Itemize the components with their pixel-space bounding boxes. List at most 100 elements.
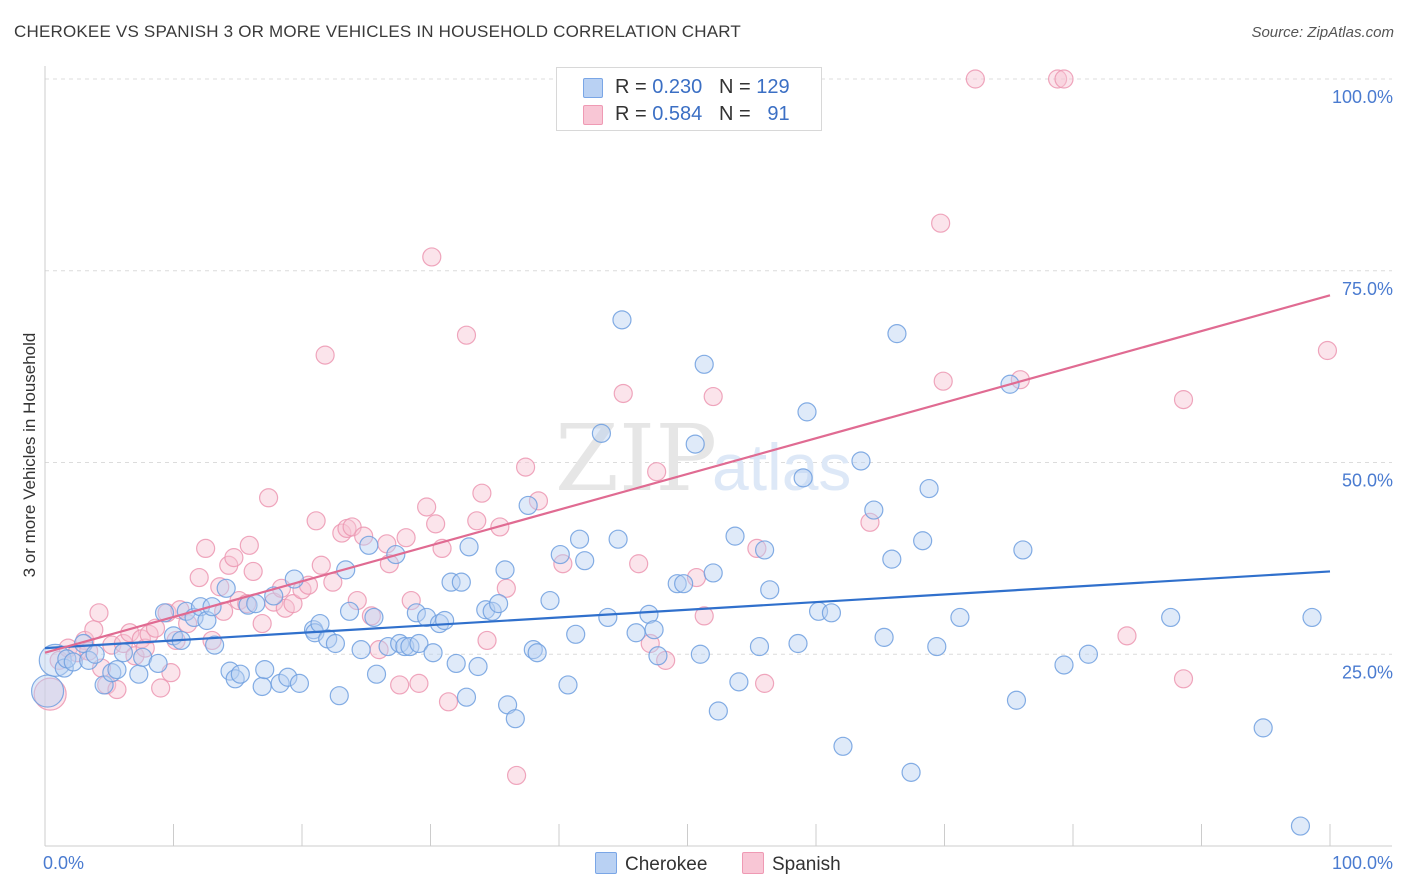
cherokee-point (703, 563, 723, 583)
spanish-point (315, 345, 335, 365)
cherokee-point (1290, 816, 1311, 836)
spanish-point (1117, 626, 1137, 646)
cherokee-point (1078, 644, 1099, 664)
tick-labels: 25.0% 50.0% 75.0% 100.0% 0.0% 100.0% (43, 87, 1393, 873)
cherokee-point (85, 644, 105, 664)
cherokee-point (30, 674, 65, 708)
cherokee-point (864, 500, 884, 520)
cherokee-point (505, 709, 525, 729)
cherokee-point (495, 560, 515, 580)
cherokee-point (1253, 718, 1273, 738)
cherokee-point (927, 636, 947, 657)
cherokee-point (729, 672, 749, 692)
cherokee-point (639, 604, 659, 624)
cherokee-point (788, 633, 808, 654)
cherokee-point (129, 664, 149, 684)
spanish-point (311, 555, 331, 575)
spanish-point (306, 511, 326, 531)
spanish-point (196, 538, 216, 559)
legend-r-label: R = (615, 76, 647, 98)
spanish-swatch (742, 852, 764, 874)
cherokee-point (725, 526, 745, 546)
cherokee-point (378, 636, 398, 657)
cherokee-point (1006, 690, 1027, 710)
cherokee-point (148, 653, 168, 674)
cherokee-point (1013, 540, 1033, 560)
cherokee-point (246, 594, 266, 614)
spanish-point (239, 535, 259, 555)
legend-n-label: N = (718, 103, 751, 125)
cherokee-point (289, 673, 310, 693)
cherokee-point (527, 643, 547, 663)
spanish-point (528, 491, 549, 511)
cherokee-point (793, 468, 813, 488)
watermark-zip: ZIP (555, 405, 717, 512)
legend-item-cherokee: Cherokee (595, 852, 707, 876)
cherokee-point (1302, 607, 1322, 628)
cherokee-point (558, 675, 578, 695)
cherokee-point (468, 656, 488, 677)
spanish-point (703, 386, 723, 407)
spanish-point (965, 69, 985, 89)
y-tick-label: 50.0% (1342, 471, 1393, 491)
spanish-point (629, 554, 649, 574)
cherokee-point (644, 620, 664, 640)
spanish-point (1054, 69, 1074, 89)
cherokee-point (833, 736, 853, 756)
source-label: Source: ZipAtlas.com (1251, 24, 1394, 41)
cherokee-point (882, 549, 902, 569)
spanish-point (422, 247, 442, 267)
cherokee-point (887, 324, 907, 344)
cherokee-point (364, 607, 384, 628)
cherokee-point (94, 675, 114, 695)
cherokee-point (754, 540, 775, 560)
cherokee-point (874, 627, 894, 647)
cherokee-point (102, 663, 122, 683)
cherokee-point (451, 572, 471, 592)
spanish-point (1317, 340, 1338, 361)
spanish-point (467, 511, 487, 531)
cherokee-point (278, 667, 298, 687)
stats-legend: R = 0.230 N = 129 R = 0.584 N = 91 (556, 67, 822, 131)
cherokee-swatch (595, 852, 617, 874)
spanish-point (252, 613, 272, 634)
spanish-point (933, 371, 953, 391)
cherokee-point (252, 676, 272, 697)
y-tick-label: 25.0% (1342, 662, 1393, 682)
legend-n-label: N = (718, 76, 751, 98)
cherokee-point (550, 544, 570, 565)
cherokee-swatch (583, 78, 603, 98)
cherokee-point (648, 646, 668, 666)
legend-n-value: 91 (767, 103, 790, 125)
cherokee-point (359, 535, 379, 555)
legend-label-spanish: Spanish (772, 854, 841, 875)
cherokee-point (694, 354, 714, 374)
watermark-atlas: atlas (712, 430, 851, 504)
y-tick-label: 75.0% (1342, 279, 1393, 299)
spanish-point (647, 462, 667, 482)
spanish-point (417, 497, 437, 517)
cherokee-point (674, 574, 694, 594)
spanish-point (33, 677, 67, 711)
cherokee-point (608, 529, 628, 549)
cherokee-point (685, 434, 705, 454)
cherokee-point (797, 402, 817, 422)
spanish-trend-line (44, 294, 1331, 654)
cherokee-point (667, 574, 687, 594)
axes (44, 66, 1392, 847)
cherokee-point (113, 643, 133, 663)
spanish-point (426, 514, 446, 534)
cherokee-point (518, 495, 538, 516)
legend-r-value: 0.584 (652, 103, 703, 125)
spanish-swatch (583, 105, 603, 125)
trend-lines (44, 294, 1331, 654)
spanish-point (224, 548, 244, 568)
cherokee-point (107, 659, 127, 680)
spanish-point (210, 577, 230, 597)
cherokee-point (913, 531, 933, 551)
cherokee-point (230, 664, 250, 684)
cherokee-point (339, 601, 360, 621)
cherokee-point (919, 478, 939, 499)
spanish-point (283, 594, 303, 614)
